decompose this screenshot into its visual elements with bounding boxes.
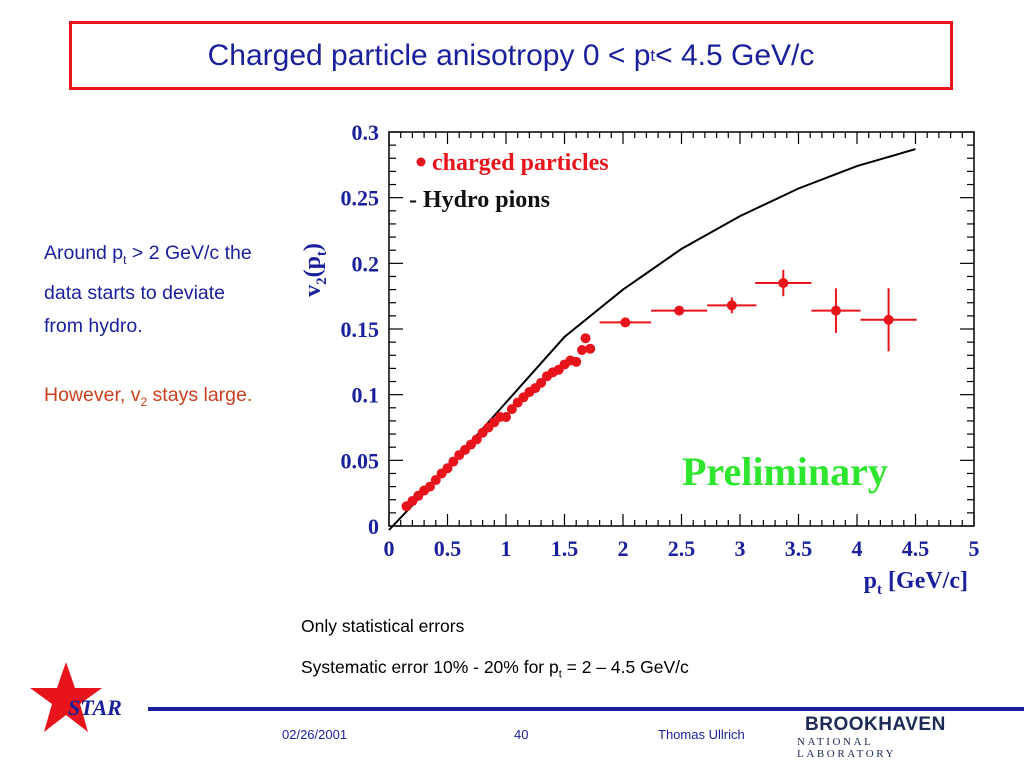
brookhaven-logo: BROOKHAVEN NATIONAL LABORATORY	[795, 712, 970, 762]
y-tick-label: 0.05	[341, 448, 380, 473]
title-main: Charged particle anisotropy 0 < p	[207, 38, 651, 72]
side-note-v2-part-a: However, v	[44, 384, 141, 406]
data-point	[424, 481, 435, 492]
data-point	[883, 314, 894, 325]
x-axis-label-sub: t	[877, 582, 882, 598]
legend-dot-marker	[416, 157, 426, 167]
x-axis-label: pt [GeV/c]	[864, 568, 968, 598]
footer-page-number: 40	[514, 727, 529, 742]
data-point	[506, 404, 517, 415]
x-tick-label: 4	[852, 536, 863, 561]
x-tick-label: 3	[735, 536, 746, 561]
side-note-v2-large: However, v2 stays large.	[44, 379, 259, 419]
data-point	[430, 475, 441, 486]
data-point	[448, 456, 459, 467]
data-point	[585, 343, 596, 354]
stat-errors-note: Only statistical errors	[301, 616, 465, 636]
x-tick-label: 4.5	[902, 536, 930, 561]
tick-labels-group: 0 0.5 1 1.5 2 2.5 3 3.5 4 4.5 5 0 0.05 0.1 0.15 0.2 0.25…	[341, 120, 980, 561]
data-point	[571, 356, 582, 367]
star-icon	[30, 662, 102, 732]
title-subscript: t	[650, 45, 656, 65]
side-note-v2-sub: 2	[140, 394, 148, 409]
legend-hydro-pions: - Hydro pions	[409, 187, 550, 213]
x-axis-label-b: [GeV/c]	[882, 568, 968, 594]
y-tick-label: 0	[368, 514, 379, 539]
y-axis-label: v2(pt)	[300, 243, 330, 297]
data-points-group	[401, 269, 917, 512]
legend-charged-particles: charged particles	[432, 150, 609, 176]
chart-frame	[388, 131, 975, 527]
systematic-error-note: Systematic error 10% - 20% for pt = 2 – …	[301, 657, 689, 681]
side-note-v2-part-b: stays large.	[147, 384, 253, 406]
data-point	[577, 345, 588, 356]
x-tick-label: 2.5	[668, 536, 696, 561]
side-note-deviation-part-a: Around p	[44, 242, 124, 264]
side-note-deviation-part-b: > 2 GeV/c the data starts to deviate fro…	[44, 242, 252, 337]
footer-author: Thomas Ullrich	[658, 727, 745, 742]
y-axis-label-c: )	[300, 243, 326, 251]
data-point	[580, 333, 591, 344]
v2-pt-chart: 0 0.5 1 1.5 2 2.5 3 3.5 4 4.5 5 0 0.05 0.1 0.15 0.2 0.25…	[300, 120, 980, 598]
y-axis-label-b: (p	[300, 256, 326, 277]
footer-rule	[148, 707, 1024, 711]
y-axis-label-a: v	[300, 285, 326, 297]
x-axis-label-a: p	[864, 568, 877, 594]
x-tick-label: 5	[969, 536, 980, 561]
data-point	[442, 463, 453, 474]
data-point	[726, 300, 737, 311]
y-axis-label-sub2: t	[314, 251, 330, 256]
x-tick-label: 0	[384, 536, 395, 561]
side-note-deviation-sub: t	[123, 252, 127, 267]
title-end: < 4.5 GeV/c	[655, 38, 815, 72]
y-axis-label-sub: 2	[314, 277, 330, 285]
y-tick-label: 0.15	[341, 317, 380, 342]
data-point	[471, 434, 482, 445]
x-tick-label: 2	[618, 536, 629, 561]
x-tick-label: 1.5	[551, 536, 579, 561]
data-point	[778, 278, 789, 289]
y-tick-label: 0.25	[341, 186, 380, 211]
star-logo-text: STAR	[68, 695, 122, 720]
y-tick-label: 0.2	[352, 251, 380, 276]
data-point	[830, 305, 841, 316]
brookhaven-logo-name: BROOKHAVEN	[805, 714, 946, 735]
x-tick-label: 1	[501, 536, 512, 561]
preliminary-watermark: Preliminary	[682, 449, 888, 494]
x-tick-label: 0.5	[434, 536, 462, 561]
data-point	[536, 377, 547, 388]
data-point	[501, 411, 511, 422]
systematic-error-sub: t	[558, 668, 562, 681]
data-point	[620, 317, 631, 328]
side-note-deviation: Around pt > 2 GeV/c the data starts to d…	[44, 237, 259, 343]
brookhaven-logo-subtitle: NATIONAL LABORATORY	[797, 736, 897, 760]
x-tick-label: 3.5	[785, 536, 813, 561]
star-logo: STAR	[30, 662, 122, 732]
footer-date: 02/26/2001	[282, 727, 348, 742]
systematic-error-part-b: = 2 – 4.5 GeV/c	[561, 657, 689, 677]
y-tick-label: 0.1	[352, 383, 380, 408]
y-tick-label: 0.3	[352, 120, 380, 145]
systematic-error-part-a: Systematic error 10% - 20% for p	[301, 657, 559, 677]
data-point	[674, 305, 685, 316]
